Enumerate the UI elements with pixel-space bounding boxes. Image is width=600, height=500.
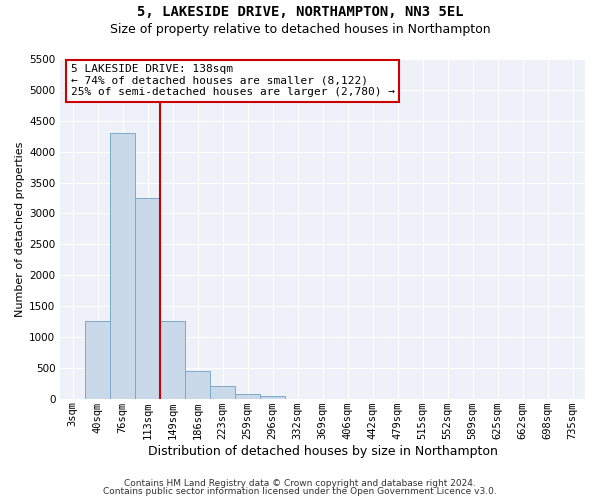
Text: 5 LAKESIDE DRIVE: 138sqm
← 74% of detached houses are smaller (8,122)
25% of sem: 5 LAKESIDE DRIVE: 138sqm ← 74% of detach… bbox=[71, 64, 395, 98]
Text: 5, LAKESIDE DRIVE, NORTHAMPTON, NN3 5EL: 5, LAKESIDE DRIVE, NORTHAMPTON, NN3 5EL bbox=[137, 5, 463, 19]
X-axis label: Distribution of detached houses by size in Northampton: Distribution of detached houses by size … bbox=[148, 444, 497, 458]
Bar bbox=[135, 198, 160, 398]
Bar bbox=[160, 322, 185, 398]
Bar bbox=[185, 371, 210, 398]
Y-axis label: Number of detached properties: Number of detached properties bbox=[15, 141, 25, 316]
Bar bbox=[210, 386, 235, 398]
Bar bbox=[110, 133, 135, 398]
Bar bbox=[85, 322, 110, 398]
Bar bbox=[235, 394, 260, 398]
Text: Contains HM Land Registry data © Crown copyright and database right 2024.: Contains HM Land Registry data © Crown c… bbox=[124, 478, 476, 488]
Text: Contains public sector information licensed under the Open Government Licence v3: Contains public sector information licen… bbox=[103, 487, 497, 496]
Bar bbox=[260, 396, 285, 398]
Text: Size of property relative to detached houses in Northampton: Size of property relative to detached ho… bbox=[110, 22, 490, 36]
